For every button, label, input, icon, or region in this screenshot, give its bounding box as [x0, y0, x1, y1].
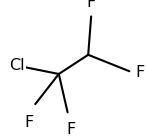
Text: F: F: [66, 122, 75, 137]
Text: Cl: Cl: [9, 58, 24, 73]
Text: F: F: [135, 65, 145, 80]
Text: F: F: [87, 0, 96, 10]
Text: F: F: [25, 115, 34, 130]
